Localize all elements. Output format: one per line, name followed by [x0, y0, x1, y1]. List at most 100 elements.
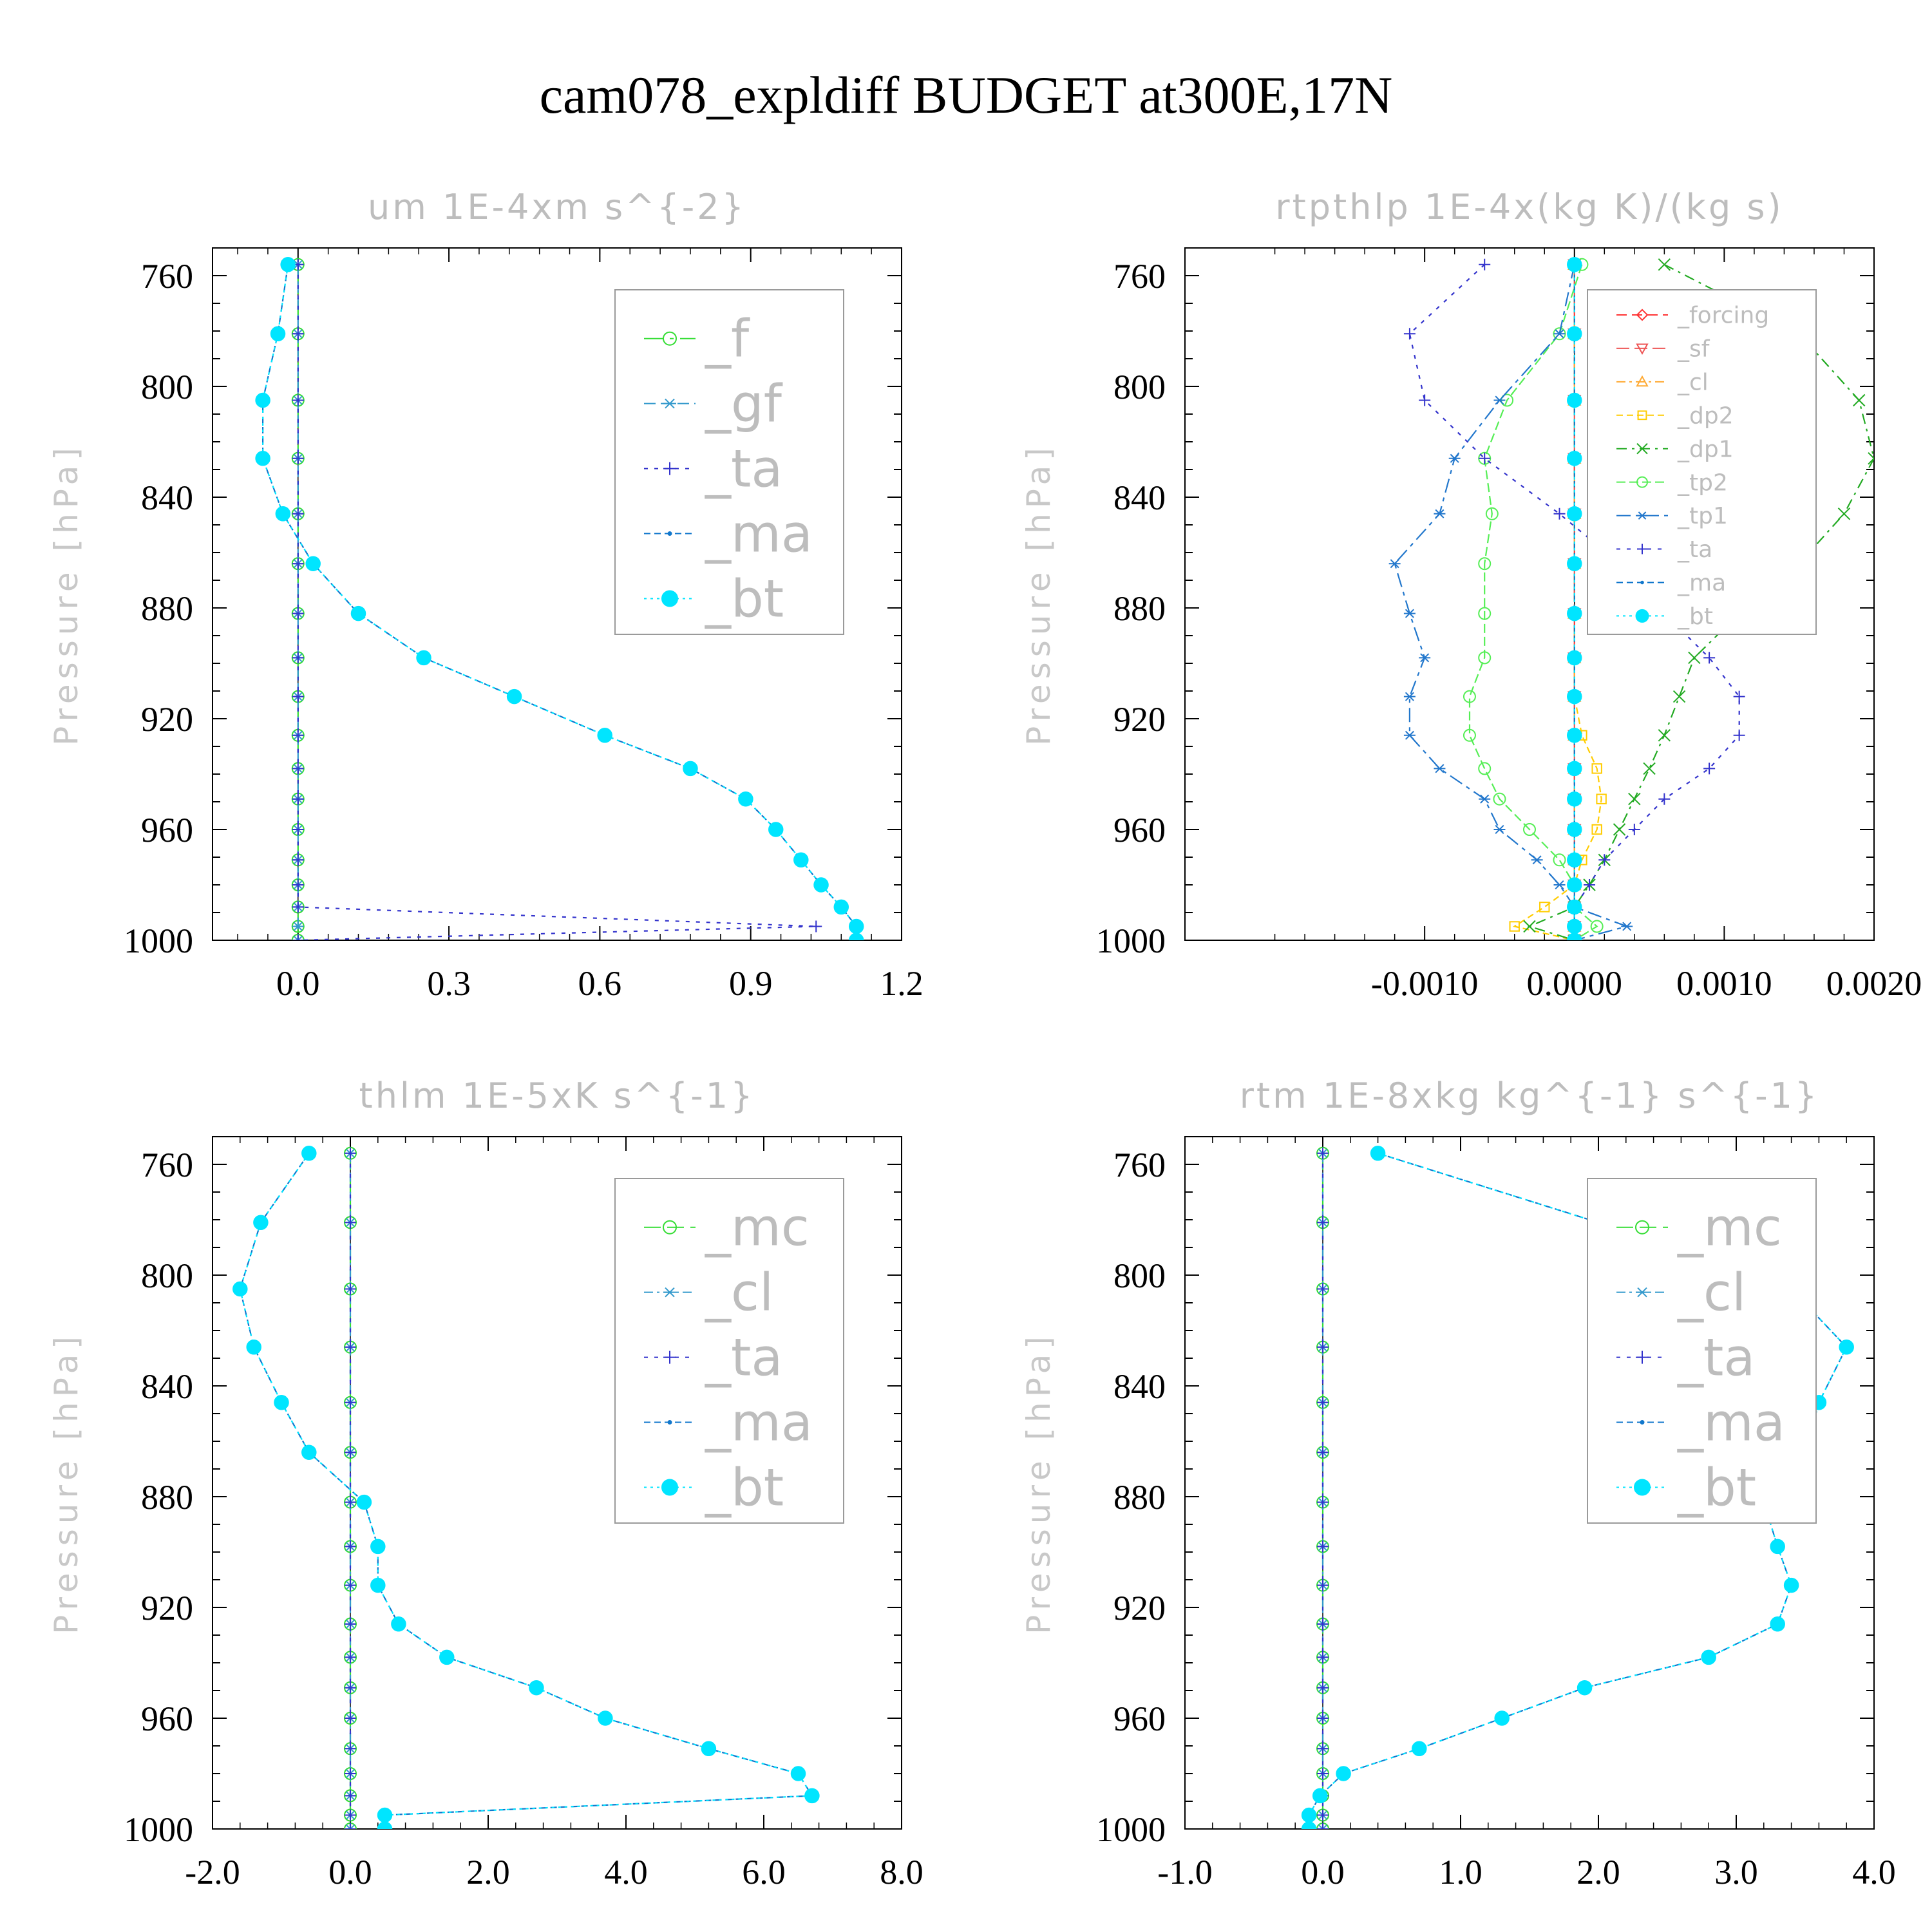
- x-tick-label: 0.0000: [1527, 964, 1623, 1003]
- data-point: [370, 1539, 386, 1555]
- data-point: [1770, 1539, 1785, 1555]
- data-point: [1317, 1768, 1329, 1779]
- legend-marker: [1637, 511, 1647, 520]
- data-point: [292, 922, 304, 931]
- legend-marker: [1640, 580, 1644, 585]
- data-point: [370, 1577, 386, 1593]
- legend-label: _ta: [1677, 1328, 1755, 1388]
- legend-label: _forcing: [1677, 303, 1769, 329]
- legend-label: _sf: [1677, 336, 1710, 362]
- data-point: [1658, 793, 1671, 805]
- data-point: [292, 328, 304, 340]
- x-tick-label: 0.0: [328, 1853, 372, 1891]
- data-point: [1434, 509, 1446, 518]
- data-point: [292, 558, 304, 570]
- data-point: [1493, 395, 1506, 405]
- data-point: [1613, 823, 1626, 836]
- data-point: [1658, 729, 1671, 742]
- legend-marker: [661, 1479, 678, 1496]
- y-tick-label: 1000: [124, 922, 193, 960]
- data-point: [270, 326, 286, 342]
- y-tick-label: 800: [1113, 1256, 1166, 1295]
- legend-marker: [663, 398, 676, 409]
- data-point: [529, 1680, 544, 1696]
- data-point: [1509, 921, 1520, 932]
- data-point: [1403, 328, 1416, 340]
- legend-marker: [663, 1350, 676, 1364]
- data-point: [810, 920, 822, 933]
- x-tick-label: 6.0: [742, 1853, 786, 1891]
- data-point: [1658, 258, 1671, 271]
- panels: um 1E-4xm s^{-2} Pressure [hPa] 760 800 840 8…: [48, 187, 1922, 1891]
- y-tick-label: 840: [1113, 1367, 1166, 1406]
- data-point: [280, 257, 296, 272]
- legend-label: _cl: [1677, 369, 1709, 395]
- data-point: [1403, 609, 1416, 618]
- y-tick-label: 800: [141, 1256, 193, 1295]
- y-tick-label: 1000: [1096, 1810, 1166, 1849]
- data-point: [1317, 1396, 1329, 1408]
- legend-marker: [1636, 1350, 1649, 1364]
- legend-box: [1587, 289, 1817, 635]
- data-point: [345, 1768, 356, 1779]
- data-point: [292, 793, 304, 805]
- legend-label: _bt: [1677, 1457, 1756, 1517]
- series-group: [1388, 257, 1874, 940]
- panel-2: rtpthlp 1E-4x(kg K)/(kg s) Pressure [hPa]…: [1020, 187, 1922, 1003]
- panel-title: rtpthlp 1E-4x(kg K)/(kg s): [1275, 187, 1783, 227]
- data-point: [1567, 933, 1582, 940]
- x-tick-label: 8.0: [880, 1853, 923, 1891]
- data-point: [1703, 652, 1716, 664]
- data-point: [1478, 607, 1492, 620]
- data-point: [1388, 559, 1401, 569]
- data-point: [1479, 258, 1491, 270]
- y-axis-label: Pressure [hPa]: [1020, 1331, 1057, 1634]
- data-point: [1370, 1146, 1386, 1161]
- y-tick-label: 880: [141, 1478, 193, 1517]
- legend-label: _cl: [705, 1263, 773, 1323]
- legend-marker: [1637, 544, 1647, 554]
- y-axis-label: Pressure [hPa]: [48, 1331, 85, 1634]
- legend-marker: [1635, 609, 1649, 623]
- x-tick-label: 0.0: [276, 964, 320, 1003]
- data-point: [1553, 853, 1566, 867]
- y-tick-label: 880: [1113, 589, 1166, 628]
- data-point: [1403, 730, 1416, 740]
- data-point: [1567, 257, 1582, 272]
- x-tick-label: 0.6: [578, 964, 622, 1003]
- data-point: [1688, 651, 1701, 665]
- data-point: [1403, 692, 1416, 701]
- data-point: [1463, 690, 1476, 703]
- data-point: [1553, 329, 1566, 339]
- data-point: [1591, 763, 1602, 774]
- legend-label: _dp2: [1677, 402, 1734, 429]
- data-point: [848, 933, 864, 940]
- data-point: [439, 1649, 455, 1665]
- data-point: [292, 690, 304, 703]
- legend-marker: [663, 331, 677, 346]
- legend-marker: [1636, 1287, 1649, 1298]
- legend-label: _tp1: [1677, 503, 1728, 529]
- legend-marker: [667, 1420, 672, 1425]
- data-point: [833, 899, 849, 915]
- data-point: [345, 1809, 356, 1821]
- x-tick-label: -1.0: [1157, 1853, 1212, 1891]
- data-point: [1567, 918, 1582, 934]
- data-point: [1591, 824, 1602, 835]
- legend-marker: [1637, 410, 1647, 421]
- series-group: [255, 257, 864, 940]
- data-point: [1317, 1651, 1329, 1663]
- y-tick-label: 960: [141, 811, 193, 849]
- data-point: [1567, 791, 1582, 807]
- x-tick-label: 3.0: [1714, 1853, 1758, 1891]
- data-point: [345, 1743, 356, 1755]
- data-point: [768, 822, 784, 837]
- data-point: [1598, 854, 1611, 866]
- data-point: [1478, 557, 1492, 571]
- data-point: [1621, 922, 1633, 931]
- legend-marker: [1636, 375, 1649, 387]
- legend: _mc_cl_ta_ma_bt: [1587, 1178, 1817, 1524]
- x-tick-label: -2.0: [185, 1853, 240, 1891]
- data-point: [345, 1681, 356, 1694]
